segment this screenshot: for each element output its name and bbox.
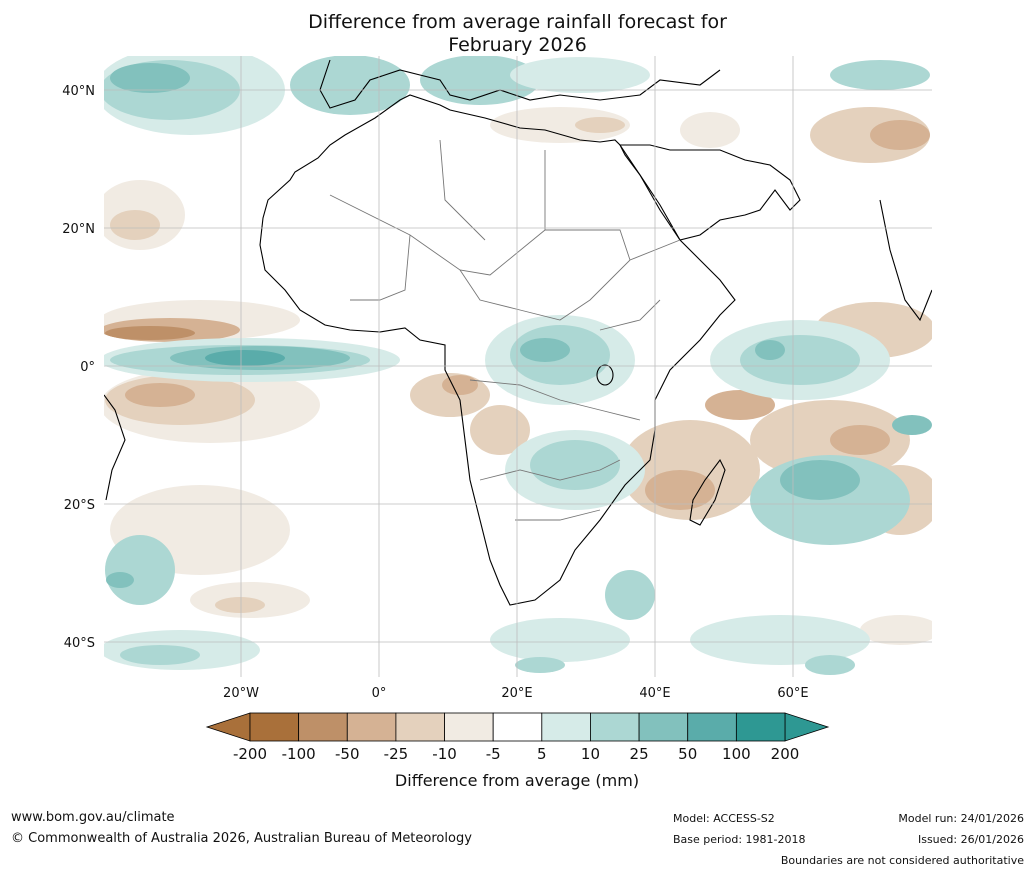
colorbar-bin-1 (298, 712, 348, 742)
lat-label-40n: 40°N (62, 84, 95, 99)
lat-label-0: 0° (80, 360, 95, 375)
colorbar-tick-label: 10 (581, 745, 600, 763)
lat-label-40s: 40°S (64, 636, 95, 651)
colorbar-tick-label: 5 (537, 745, 547, 763)
colorbar-bin-5 (492, 712, 543, 742)
colorbar-bin-3 (395, 712, 445, 742)
country-borders (329, 139, 681, 521)
map-title-line1: Difference from average rainfall forecas… (308, 11, 727, 33)
colorbar-tick-label: 100 (722, 745, 751, 763)
footer-model: Model: ACCESS-S2 (673, 812, 775, 825)
latitude-labels: 40°N 20°N 0° 20°S 40°S (62, 84, 95, 651)
madagascar-coast (689, 458, 726, 526)
footer-base-period: Base period: 1981-2018 (673, 833, 806, 846)
colorbar-bin-7 (590, 712, 640, 742)
gridlines (104, 56, 932, 677)
footer-website: www.bom.gov.au/climate (11, 810, 175, 825)
colorbar-tick-label: -100 (282, 745, 316, 763)
colorbar-tick-label: -200 (233, 745, 267, 763)
colorbar-title: Difference from average (mm) (395, 771, 639, 790)
colorbar-bin-8 (638, 712, 689, 742)
colorbar-bin-0 (249, 712, 300, 742)
lon-label-60e: 60°E (777, 686, 808, 701)
lon-label-20w: 20°W (223, 686, 259, 701)
footer-issued: Issued: 26/01/2026 (917, 833, 1024, 846)
coastlines (104, 59, 932, 606)
colorbar-bin-4 (444, 712, 494, 742)
colorbar-extend-low (205, 712, 251, 742)
dry-anomaly-regions (104, 107, 932, 645)
colorbar-bin-6 (541, 712, 591, 742)
colorbar-tick-label: -50 (335, 745, 360, 763)
map-panel (104, 56, 932, 677)
wet-anomaly-regions (104, 56, 932, 675)
colorbar-bin-2 (346, 712, 397, 742)
map-title-line2: February 2026 (448, 34, 587, 56)
footer-copyright: © Commonwealth of Australia 2026, Austra… (11, 831, 472, 846)
footer-disclaimer: Boundaries are not considered authoritat… (780, 854, 1024, 867)
colorbar-tick-label: -25 (384, 745, 409, 763)
footer-model-run: Model run: 24/01/2026 (898, 812, 1024, 825)
colorbar: -200 -100 -50 -25 -10 -5 5 10 25 50 100 200 Differe… (205, 712, 830, 790)
colorbar-extend-high (784, 712, 830, 742)
lon-label-40e: 40°E (639, 686, 670, 701)
lon-label-20e: 20°E (501, 686, 532, 701)
lat-label-20n: 20°N (62, 222, 95, 237)
colorbar-tick-label: -10 (432, 745, 457, 763)
colorbar-tick-label: 200 (771, 745, 800, 763)
longitude-labels: 20°W 0° 20°E 40°E 60°E (223, 686, 809, 701)
colorbar-bin-10 (735, 712, 786, 742)
colorbar-tick-label: -5 (486, 745, 501, 763)
lon-label-0: 0° (372, 686, 387, 701)
lat-label-20s: 20°S (64, 498, 95, 513)
colorbar-bin-9 (687, 712, 737, 742)
colorbar-tick-label: 50 (678, 745, 697, 763)
colorbar-tick-label: 25 (630, 745, 649, 763)
